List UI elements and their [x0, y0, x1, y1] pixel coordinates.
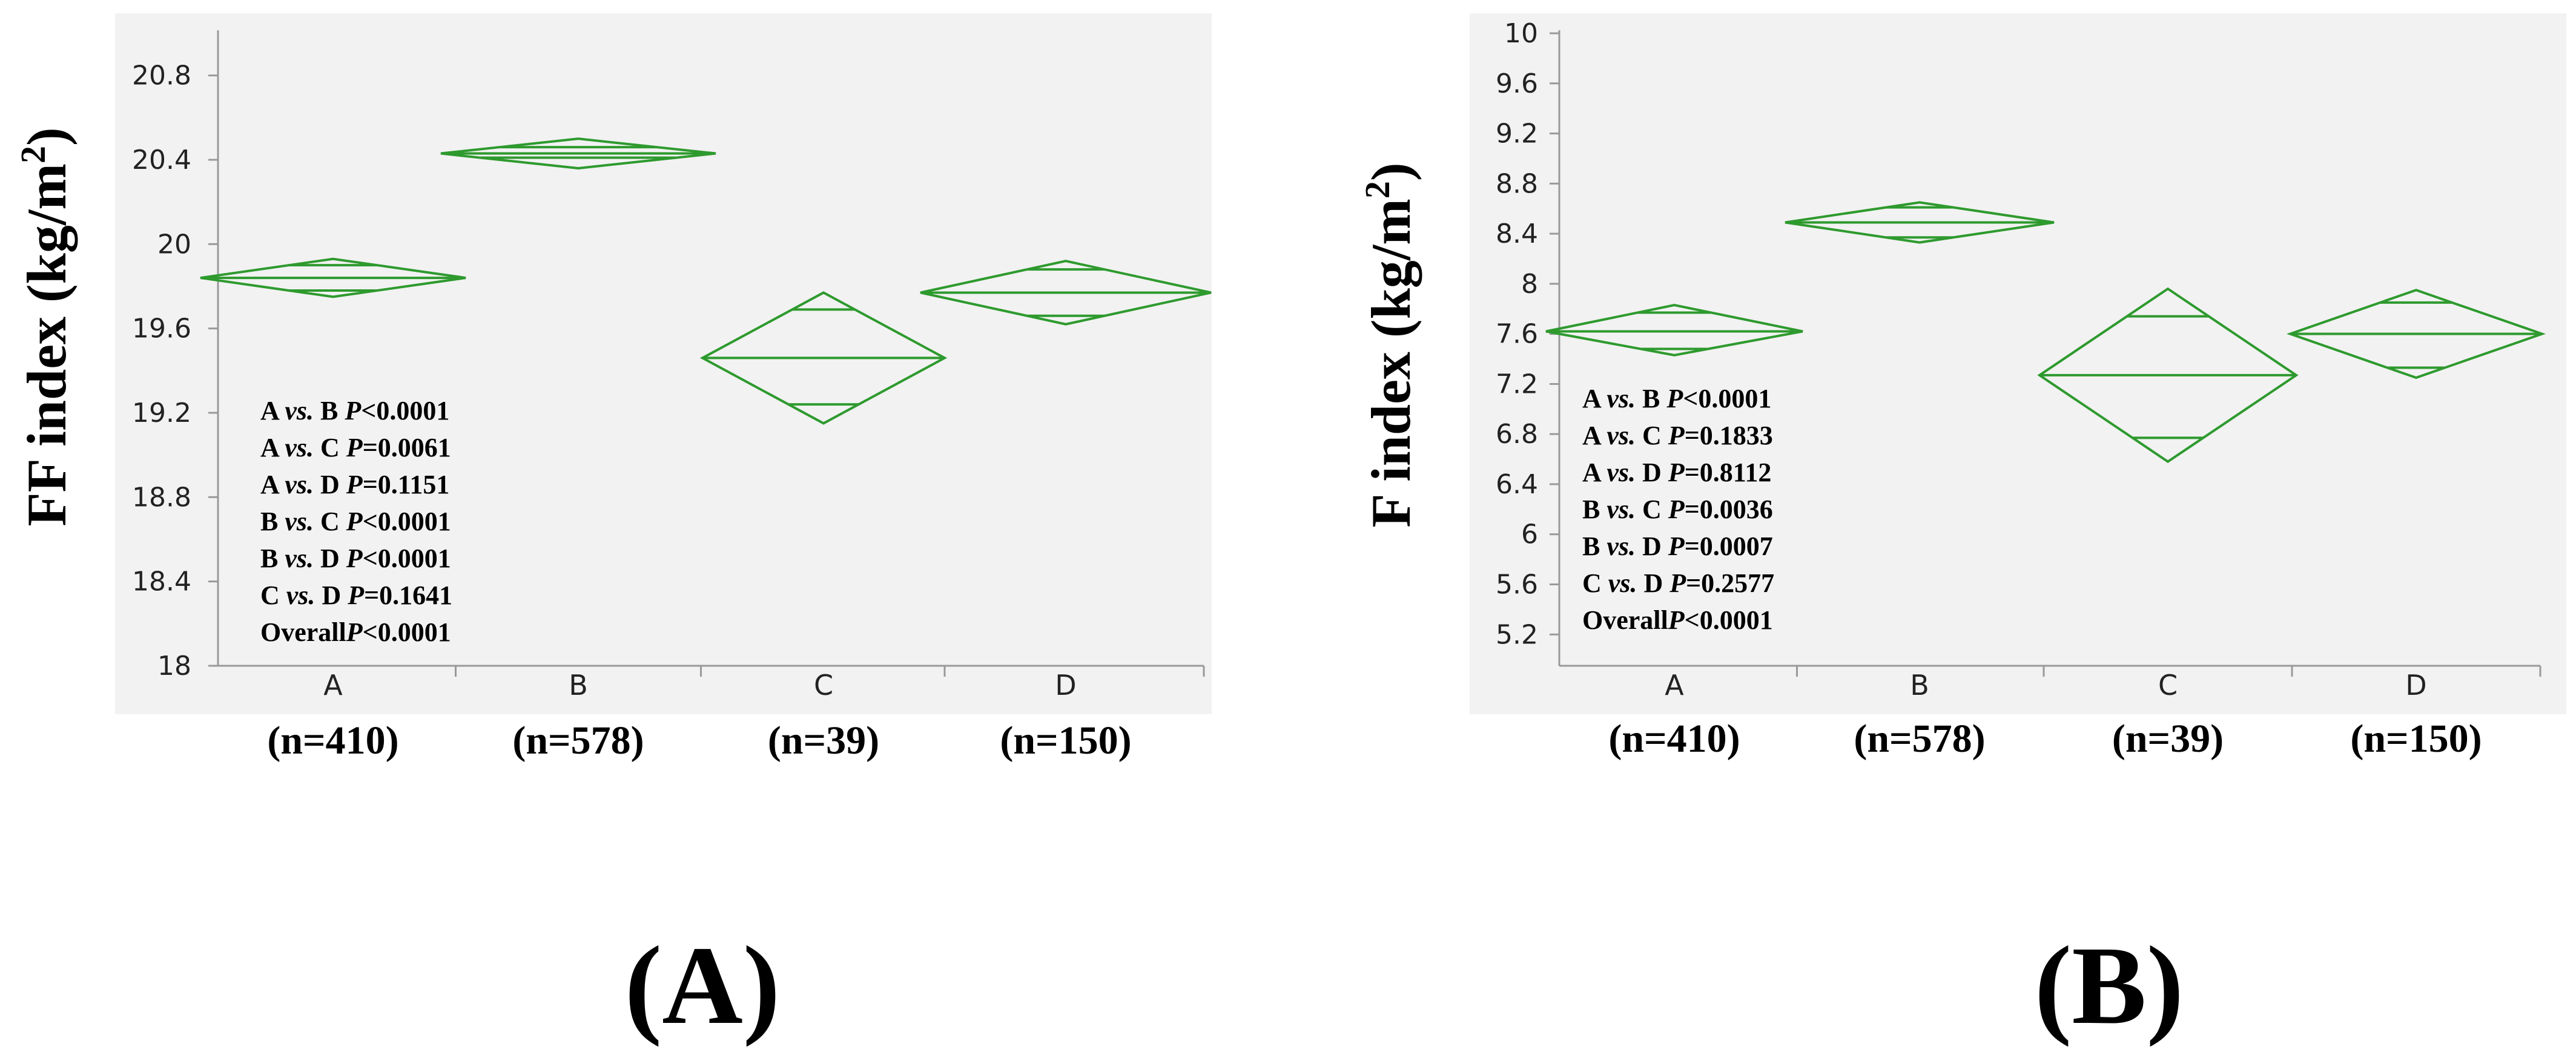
- y-axis-label-sup-b: 2: [1358, 181, 1397, 199]
- panel-b: 5.2 5.6 6 6.4 6.8 7.2 7.6 8 8.4 8.8 9.2 9.6 10 A B C D (…: [1358, 13, 2566, 1048]
- y-tick-label: 7.6: [1496, 319, 1538, 350]
- y-tick-label: 20: [157, 229, 191, 260]
- plot-area-a: [115, 13, 1212, 714]
- x-category-label: B: [569, 669, 588, 702]
- stat-line: B vs. C P=0.0036: [1582, 494, 1773, 524]
- means-diamond: [1785, 201, 2055, 244]
- y-tick-label: 5.2: [1496, 619, 1538, 650]
- group-size-label: (n=150): [2350, 717, 2482, 761]
- means-diamond: [1545, 303, 1803, 356]
- stat-line: A vs. C P=0.1833: [1582, 421, 1773, 450]
- y-tick-label: 8.4: [1496, 218, 1538, 249]
- stat-line: A vs. C P=0.0061: [260, 433, 451, 462]
- y-tick-label: 7.2: [1496, 369, 1538, 399]
- stat-line: B vs. D P<0.0001: [260, 544, 451, 573]
- axes-b: 5.2 5.6 6 6.4 6.8 7.2 7.6 8 8.4 8.8 9.2 9.6 10 A B C D: [1496, 18, 2541, 702]
- n-labels-b: (n=410) (n=578) (n=39) (n=150): [1608, 717, 2482, 761]
- stat-overall: OverallP<0.0001: [1582, 605, 1773, 635]
- stats-box-b: A vs. B P<0.0001 A vs. C P=0.1833 A vs. D …: [1582, 384, 1774, 635]
- y-tick-label: 5.6: [1496, 569, 1538, 600]
- y-axis-label-sup-a: 2: [13, 146, 53, 163]
- group-size-label: (n=578): [512, 718, 644, 763]
- panel-label-b: (B): [2035, 924, 2184, 1048]
- y-axis-label-a: FF index (kg/m2): [13, 127, 78, 526]
- means-diamond: [2037, 287, 2299, 464]
- y-tick-label: 18.4: [132, 567, 191, 597]
- stat-line: A vs. B P<0.0001: [1582, 384, 1771, 413]
- n-labels-a: (n=410) (n=578) (n=39) (n=150): [267, 718, 1131, 763]
- y-tick-label: 6: [1521, 519, 1538, 550]
- y-tick-label: 18: [157, 651, 191, 682]
- marks-b: [1545, 201, 2546, 464]
- group-size-label: (n=39): [768, 718, 879, 763]
- x-category-label: A: [1665, 669, 1684, 702]
- y-tick-label: 19.2: [132, 398, 191, 429]
- y-tick-label: 6.8: [1496, 419, 1538, 450]
- y-axis-label-main-a: FF index (kg/m: [16, 163, 78, 527]
- group-size-label: (n=150): [1000, 718, 1131, 763]
- means-diamond: [2286, 289, 2546, 380]
- x-category-label: B: [1910, 669, 1929, 702]
- y-tick-label: 10: [1504, 18, 1538, 49]
- group-size-label: (n=578): [1854, 717, 1985, 761]
- means-diamond: [200, 257, 466, 298]
- y-tick-label: 9.6: [1496, 68, 1538, 99]
- stat-line: A vs. B P<0.0001: [260, 396, 449, 426]
- y-tick-label: 20.8: [132, 61, 191, 91]
- marks-a: [200, 137, 1212, 425]
- stat-overall: OverallP<0.0001: [260, 617, 451, 647]
- stat-line: B vs. C P<0.0001: [260, 507, 451, 536]
- panel-label-a: (A): [625, 924, 781, 1048]
- y-axis-label-close-b: ): [1360, 162, 1422, 181]
- stat-line: C vs. D P=0.2577: [1582, 568, 1774, 598]
- y-tick-label: 6.4: [1496, 469, 1538, 500]
- stat-line: C vs. D P=0.1641: [260, 580, 452, 610]
- y-tick-label: 8.8: [1496, 168, 1538, 199]
- group-size-label: (n=39): [2112, 717, 2224, 761]
- y-tick-label: 19.6: [132, 314, 191, 344]
- x-category-label: C: [814, 669, 833, 702]
- y-tick-label: 18.8: [132, 482, 191, 513]
- stat-line: A vs. D P=0.1151: [260, 470, 449, 499]
- means-diamond: [699, 291, 948, 425]
- x-category-label: D: [2405, 669, 2426, 702]
- y-tick-label: 20.4: [132, 145, 191, 176]
- x-category-label: C: [2158, 669, 2178, 702]
- y-axis-label-b: F index (kg/m2): [1358, 162, 1422, 527]
- y-axis-label-close-a: ): [16, 127, 78, 146]
- x-category-label: A: [323, 669, 343, 702]
- y-tick-label: 9.2: [1496, 119, 1538, 150]
- y-tick-label: 8: [1521, 269, 1538, 300]
- stat-line: B vs. D P=0.0007: [1582, 531, 1773, 561]
- means-diamond: [440, 137, 716, 169]
- means-diamond: [920, 260, 1212, 326]
- group-size-label: (n=410): [267, 718, 398, 763]
- group-size-label: (n=410): [1608, 717, 1740, 761]
- y-axis-label-main-b: F index (kg/m: [1360, 199, 1422, 528]
- axes-a: 18 18.4 18.8 19.2 19.6 20 20.4 20.8 A B C D: [132, 30, 1205, 702]
- panel-a: 18 18.4 18.8 19.2 19.6 20 20.4 20.8 A B C D (n=410)…: [13, 13, 1212, 1048]
- x-category-label: D: [1055, 669, 1076, 702]
- stats-box-a: A vs. B P<0.0001 A vs. C P=0.0061 A vs. D …: [260, 396, 452, 647]
- plot-area-b: [1470, 13, 2566, 714]
- stat-line: A vs. D P=0.8112: [1582, 458, 1771, 487]
